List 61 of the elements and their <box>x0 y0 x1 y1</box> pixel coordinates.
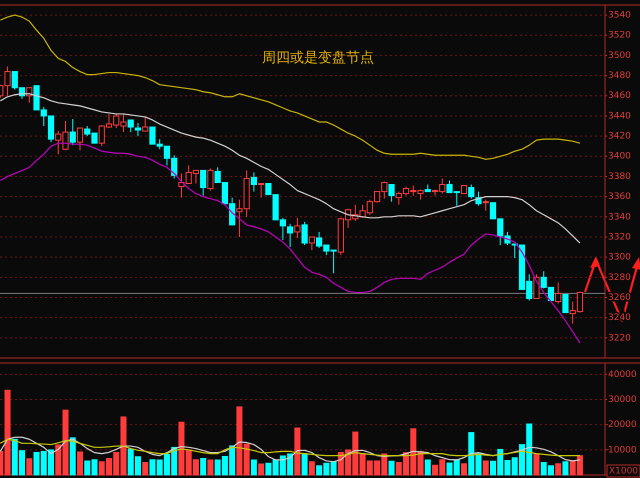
y-tick-label: 3520 <box>608 30 632 41</box>
bar <box>258 464 264 476</box>
y-tick-label: 3540 <box>608 10 632 21</box>
candlestick <box>468 184 474 200</box>
text: 周四或是变盘节点 <box>262 50 374 66</box>
candlestick <box>200 170 206 196</box>
y-tick-label: 3220 <box>608 333 632 344</box>
bar <box>70 437 76 476</box>
candlestick <box>555 282 562 304</box>
candlestick <box>4 66 11 96</box>
candlestick <box>294 217 300 238</box>
y-tick-label: 3320 <box>608 232 632 242</box>
y-tick-label: 3300 <box>608 252 632 263</box>
candlestick <box>287 223 294 248</box>
line-series <box>0 14 581 160</box>
candlestick <box>134 122 142 137</box>
y-tick-label: 3400 <box>608 152 632 162</box>
bar <box>482 460 489 476</box>
y-tick-label: 30000 <box>608 394 637 405</box>
bar <box>302 453 308 476</box>
bar <box>200 458 206 476</box>
y-tick-label: 40000 <box>608 370 637 380</box>
candlestick <box>388 184 395 202</box>
y-tick-label: 3380 <box>608 172 632 182</box>
y-tick-label: 3420 <box>608 132 632 142</box>
y-tick-label: 3480 <box>608 71 632 82</box>
candlestick <box>128 119 134 133</box>
line-series <box>0 436 581 462</box>
bar <box>562 461 568 476</box>
bar <box>76 451 84 476</box>
text: X1000 <box>608 466 638 476</box>
candlestick <box>70 118 76 146</box>
bar <box>308 461 315 476</box>
y-tick-label: 10000 <box>608 445 637 456</box>
bar <box>461 463 468 476</box>
candlestick <box>482 199 489 212</box>
bar <box>207 460 214 476</box>
y-tick-label: 3460 <box>608 91 632 102</box>
bar <box>294 428 300 476</box>
candlestick <box>308 236 315 251</box>
bar <box>250 460 257 476</box>
bar <box>388 460 395 476</box>
candlestick <box>250 172 257 192</box>
y-tick-label: 20000 <box>608 420 637 430</box>
y-tick-label: 3340 <box>608 212 632 222</box>
candlestick <box>562 294 569 314</box>
line-series <box>0 438 581 456</box>
candlestick <box>258 183 264 198</box>
bar <box>533 453 540 476</box>
candlestick <box>142 116 148 132</box>
candlestick <box>302 221 308 246</box>
bar <box>555 463 562 476</box>
y-tick-label: 3280 <box>608 272 632 283</box>
bar <box>424 460 431 476</box>
y-tick-label: 3440 <box>608 111 632 122</box>
candlestick <box>207 168 214 192</box>
y-tick-label: 3360 <box>608 192 632 202</box>
y-tick-label: 3500 <box>608 50 632 61</box>
candlestick <box>76 128 84 151</box>
bar <box>26 458 32 476</box>
bar <box>142 462 148 476</box>
